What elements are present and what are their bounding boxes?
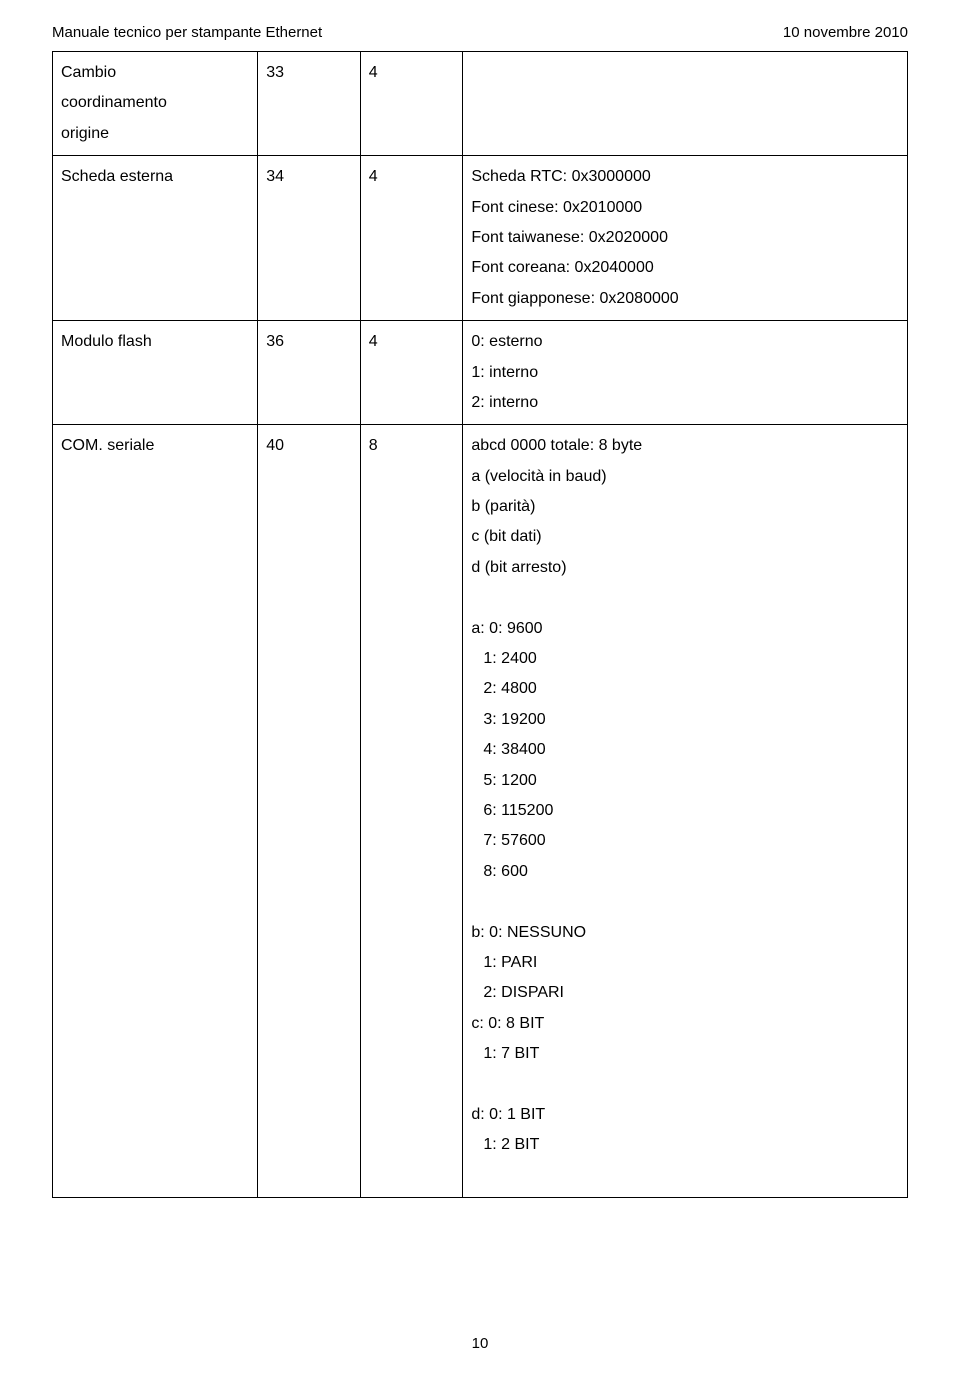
page: Manuale tecnico per stampante Ethernet 1… (0, 0, 960, 1388)
cell-desc: 0: esterno 1: interno 2: interno (463, 321, 908, 425)
cell-text: 1: 7 BIT (471, 1039, 899, 1069)
cell-text: 3: 19200 (471, 705, 899, 735)
cell-offset: 34 (258, 156, 361, 321)
table-row: Modulo flash 36 4 0: esterno 1: interno … (53, 321, 908, 425)
page-number: 10 (0, 1335, 960, 1352)
cell-name: Modulo flash (53, 321, 258, 425)
cell-offset: 36 (258, 321, 361, 425)
cell-text: abcd 0000 totale: 8 byte (471, 431, 899, 461)
cell-text: d (bit arresto) (471, 553, 899, 583)
cell-text: 6: 115200 (471, 796, 899, 826)
cell-text: Scheda RTC: 0x3000000 (471, 162, 899, 192)
cell-text: 2: interno (471, 388, 899, 418)
cell-text: coordinamento (61, 88, 249, 118)
cell-desc: Scheda RTC: 0x3000000 Font cinese: 0x201… (463, 156, 908, 321)
cell-text: 1: 2400 (471, 644, 899, 674)
cell-text: a: 0: 9600 (471, 614, 899, 644)
cell-desc (463, 52, 908, 156)
table-row: Cambio coordinamento origine 33 4 (53, 52, 908, 156)
cell-name: COM. seriale (53, 425, 258, 1198)
cell-text: 8: 600 (471, 857, 899, 887)
cell-name: Cambio coordinamento origine (53, 52, 258, 156)
cell-text: 0: esterno (471, 327, 899, 357)
spacer (471, 583, 899, 613)
cell-text: origine (61, 119, 249, 149)
cell-offset: 40 (258, 425, 361, 1198)
spacer (471, 1070, 899, 1100)
cell-text: 7: 57600 (471, 826, 899, 856)
page-header: Manuale tecnico per stampante Ethernet 1… (52, 24, 908, 41)
spacer (471, 887, 899, 917)
table-row: COM. seriale 40 8 abcd 0000 totale: 8 by… (53, 425, 908, 1198)
cell-name: Scheda esterna (53, 156, 258, 321)
cell-size: 4 (360, 321, 463, 425)
cell-size: 4 (360, 52, 463, 156)
header-left: Manuale tecnico per stampante Ethernet (52, 24, 322, 41)
cell-text: Cambio (61, 58, 249, 88)
cell-text: b: 0: NESSUNO (471, 918, 899, 948)
cell-text: b (parità) (471, 492, 899, 522)
header-right: 10 novembre 2010 (783, 24, 908, 41)
cell-text: Font cinese: 0x2010000 (471, 193, 899, 223)
cell-text: Font coreana: 0x2040000 (471, 253, 899, 283)
cell-text: a (velocità in baud) (471, 462, 899, 492)
cell-text: 2: DISPARI (471, 978, 899, 1008)
cell-text: Font taiwanese: 0x2020000 (471, 223, 899, 253)
cell-desc: abcd 0000 totale: 8 byte a (velocità in … (463, 425, 908, 1198)
cell-size: 8 (360, 425, 463, 1198)
table-row: Scheda esterna 34 4 Scheda RTC: 0x300000… (53, 156, 908, 321)
spec-table: Cambio coordinamento origine 33 4 Scheda… (52, 51, 908, 1198)
cell-text: 5: 1200 (471, 766, 899, 796)
cell-text: c (bit dati) (471, 522, 899, 552)
cell-size: 4 (360, 156, 463, 321)
spacer (471, 1161, 899, 1191)
cell-text: 1: 2 BIT (471, 1130, 899, 1160)
cell-text: Font giapponese: 0x2080000 (471, 284, 899, 314)
cell-text: d: 0: 1 BIT (471, 1100, 899, 1130)
cell-text: 1: interno (471, 358, 899, 388)
cell-text: c: 0: 8 BIT (471, 1009, 899, 1039)
cell-text: 4: 38400 (471, 735, 899, 765)
cell-text: 1: PARI (471, 948, 899, 978)
cell-offset: 33 (258, 52, 361, 156)
cell-text: 2: 4800 (471, 674, 899, 704)
